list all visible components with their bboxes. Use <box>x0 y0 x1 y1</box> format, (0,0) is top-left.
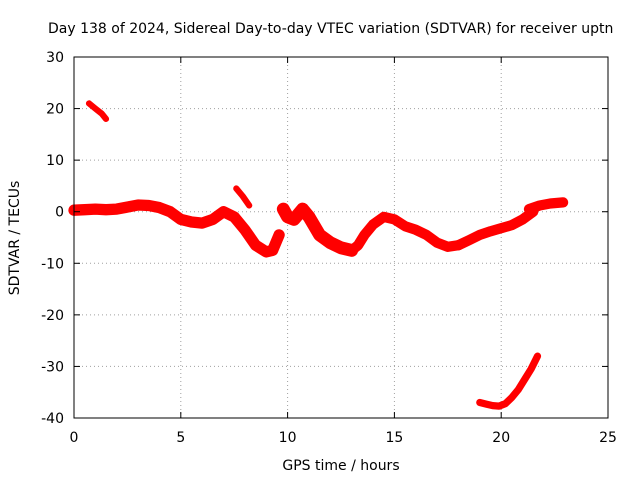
y-tick-label: -10 <box>41 256 64 272</box>
grid-lines <box>74 57 608 418</box>
axis-ticks <box>73 56 609 419</box>
y-tick-label: -30 <box>41 359 64 375</box>
x-tick-label: 10 <box>279 430 297 446</box>
series-band-21-23 <box>523 197 569 215</box>
series-band-13-19 <box>346 211 464 256</box>
y-tick-label: 10 <box>46 153 64 169</box>
y-tick-label: 0 <box>55 205 64 221</box>
x-tick-label: 0 <box>70 430 79 446</box>
x-axis-label: GPS time / hours <box>282 458 399 474</box>
series-upper-arc <box>85 100 110 122</box>
x-tick-label: 25 <box>599 430 617 446</box>
series-band-18-21 <box>453 206 539 251</box>
y-tick-label: 20 <box>46 102 64 118</box>
y-tick-label: -40 <box>41 411 64 427</box>
x-tick-label: 20 <box>492 430 510 446</box>
x-tick-label: 15 <box>385 430 403 446</box>
y-axis-label: SDTVAR / TECUs <box>7 181 23 296</box>
y-tick-label: 30 <box>46 50 64 66</box>
plot-frame <box>73 56 609 419</box>
x-tick-label: 5 <box>176 430 185 446</box>
series-short-segment <box>233 185 253 209</box>
series-bottom-arc <box>476 352 542 410</box>
y-tick-labels: -40 -30 -20 -10 0 10 20 30 <box>41 50 64 427</box>
x-tick-labels: 0 5 10 15 20 25 <box>70 430 617 446</box>
series-layer <box>68 100 569 410</box>
y-tick-label: -20 <box>41 308 64 324</box>
series-band-10-13 <box>276 202 359 257</box>
chart-title: Day 138 of 2024, Sidereal Day-to-day VTE… <box>48 21 613 37</box>
series-main-band <box>68 199 285 258</box>
